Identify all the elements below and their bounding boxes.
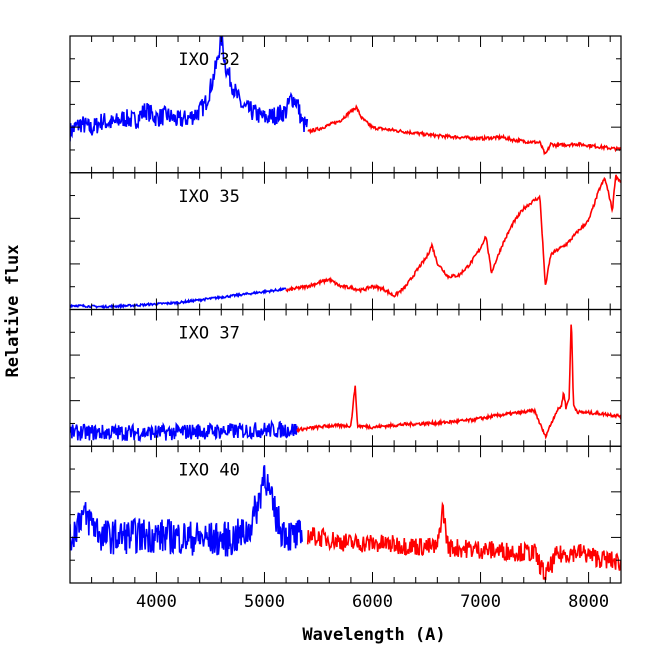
red-arm-spectrum <box>307 104 621 156</box>
red-arm-spectrum <box>285 174 621 298</box>
y-axis-label: Relative flux <box>3 244 23 377</box>
panel: IXO 40 <box>69 445 622 584</box>
panel-frame <box>69 35 622 174</box>
blue-arm-spectrum <box>70 36 309 142</box>
x-tick-label: 5000 <box>244 592 285 612</box>
x-tick-label: 8000 <box>568 592 609 612</box>
panel: IXO 35 <box>69 172 622 311</box>
x-tick-label: 6000 <box>352 592 393 612</box>
panel: IXO 37 <box>69 308 622 447</box>
x-axis-label: Wavelength (A) <box>302 625 445 645</box>
panels-layer: IXO 32 IXO 35 IXO 37 IXO 40 <box>69 35 622 584</box>
panel-label: IXO 32 <box>178 50 239 70</box>
red-arm-spectrum <box>296 324 621 440</box>
panel: IXO 32 <box>69 35 622 174</box>
blue-arm-spectrum <box>70 286 287 310</box>
x-tick-labels: 4000 5000 6000 7000 8000 <box>136 592 609 612</box>
x-tick-label: 7000 <box>460 592 501 612</box>
panel-label: IXO 35 <box>178 187 239 207</box>
panel-label: IXO 40 <box>178 460 239 480</box>
x-tick-label: 4000 <box>136 592 177 612</box>
blue-arm-spectrum <box>70 419 298 443</box>
panel-label: IXO 37 <box>178 324 239 344</box>
red-arm-spectrum <box>306 501 621 581</box>
blue-arm-spectrum <box>70 465 303 557</box>
